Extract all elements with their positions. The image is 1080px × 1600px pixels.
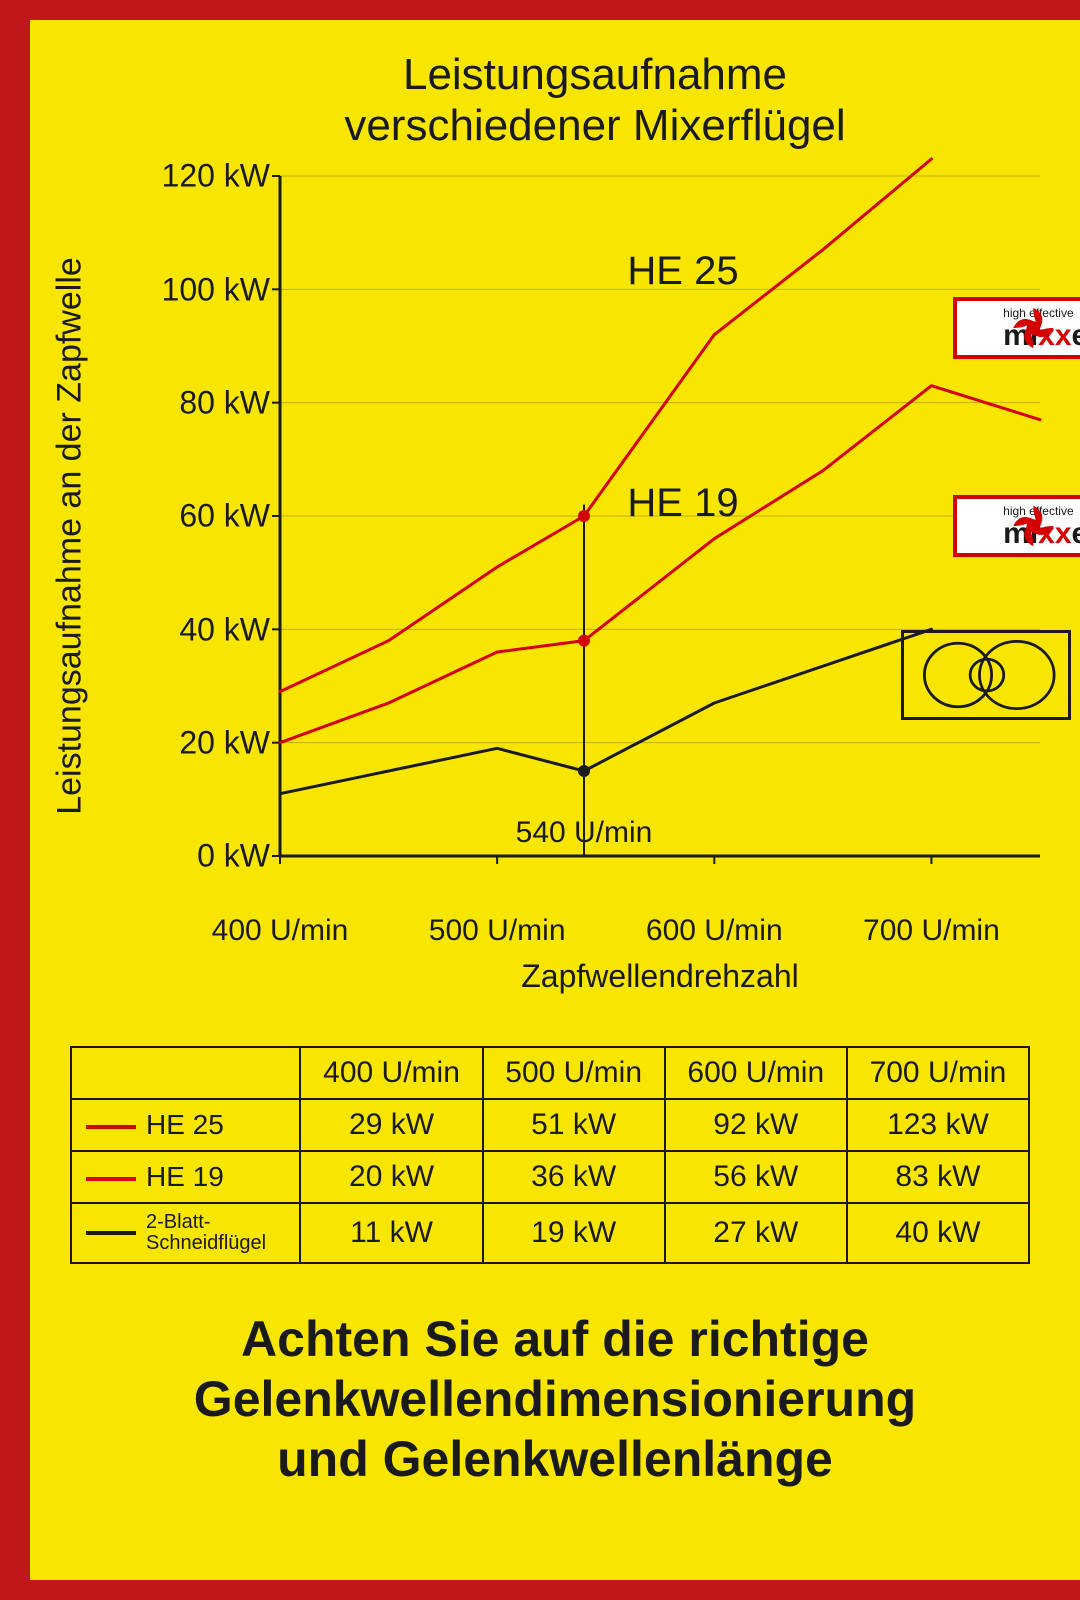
table-header-cell: 400 U/min xyxy=(300,1047,482,1099)
table-cell: 36 kW xyxy=(483,1151,665,1203)
table-header-cell xyxy=(71,1047,300,1099)
two-blade-icon xyxy=(901,630,1071,720)
y-tick-label: 0 kW xyxy=(140,838,270,875)
table-cell: 83 kW xyxy=(847,1151,1029,1203)
legend-label: HE 19 xyxy=(146,1161,224,1192)
table-header-row: 400 U/min500 U/min600 U/min700 U/min xyxy=(71,1047,1029,1099)
table-row: HE 19 20 kW36 kW56 kW83 kW xyxy=(71,1151,1029,1203)
table-cell: 40 kW xyxy=(847,1203,1029,1263)
plot-region: 540 U/minHE 25 high effective mixxer HE … xyxy=(280,176,1040,856)
table-cell: 27 kW xyxy=(665,1203,847,1263)
series-label-he-19: HE 19 xyxy=(627,481,738,526)
marker-540-label: 540 U/min xyxy=(516,816,653,850)
table-row: 2-Blatt-Schneidflügel 11 kW19 kW27 kW40 k… xyxy=(71,1203,1029,1263)
x-tick-label: 700 U/min xyxy=(863,914,1000,948)
legend-swatch xyxy=(86,1177,136,1181)
table-header-cell: 700 U/min xyxy=(847,1047,1029,1099)
table-cell: 29 kW xyxy=(300,1099,482,1151)
fan-icon xyxy=(967,513,995,541)
chart-title: Leistungsaufnahme verschiedener Mixerflü… xyxy=(30,50,1080,151)
power-table: 400 U/min500 U/min600 U/min700 U/minHE 2… xyxy=(70,1046,1030,1264)
footer-notice: Achten Sie auf die richtige Gelenkwellen… xyxy=(30,1309,1080,1489)
x-axis-label: Zapfwellendrehzahl xyxy=(521,958,799,995)
title-line-1: Leistungsaufnahme xyxy=(403,50,787,99)
footer-line-2: Gelenkwellendimensionierung xyxy=(194,1371,916,1427)
legend-swatch xyxy=(86,1125,136,1129)
brand-mixxer-logo: high effective mixxer xyxy=(953,297,1080,359)
table-cell: 11 kW xyxy=(300,1203,482,1263)
x-tick-label: 400 U/min xyxy=(212,914,349,948)
legend-label: 2-Blatt-Schneidflügel xyxy=(146,1212,266,1254)
table-header-cell: 500 U/min xyxy=(483,1047,665,1099)
table-header-cell: 600 U/min xyxy=(665,1047,847,1099)
fan-icon xyxy=(967,315,995,343)
y-axis-label: Leistungsaufnahme an der Zapfwelle xyxy=(51,257,90,815)
y-tick-label: 120 kW xyxy=(140,158,270,195)
chart-area: Leistungsaufnahme an der Zapfwelle 540 U… xyxy=(150,176,1050,896)
y-tick-label: 80 kW xyxy=(140,384,270,421)
table-row: HE 25 29 kW51 kW92 kW123 kW xyxy=(71,1099,1029,1151)
table-cell: 92 kW xyxy=(665,1099,847,1151)
x-tick-label: 600 U/min xyxy=(646,914,783,948)
table-cell: 20 kW xyxy=(300,1151,482,1203)
table-cell: 123 kW xyxy=(847,1099,1029,1151)
x-tick-label: 500 U/min xyxy=(429,914,566,948)
table-cell: 56 kW xyxy=(665,1151,847,1203)
series-label-he-25: HE 25 xyxy=(627,249,738,294)
legend-cell: HE 25 xyxy=(71,1099,300,1151)
y-tick-label: 60 kW xyxy=(140,498,270,535)
brand-mixxer-logo: high effective mixxer xyxy=(953,495,1080,557)
table-cell: 51 kW xyxy=(483,1099,665,1151)
legend-label: HE 25 xyxy=(146,1109,224,1140)
legend-swatch xyxy=(86,1231,136,1235)
footer-line-3: und Gelenkwellenlänge xyxy=(277,1431,833,1487)
y-tick-label: 40 kW xyxy=(140,611,270,648)
y-tick-label: 100 kW xyxy=(140,271,270,308)
title-line-2: verschiedener Mixerflügel xyxy=(344,101,845,150)
legend-cell: 2-Blatt-Schneidflügel xyxy=(71,1203,300,1263)
footer-line-1: Achten Sie auf die richtige xyxy=(241,1311,869,1367)
legend-cell: HE 19 xyxy=(71,1151,300,1203)
table-cell: 19 kW xyxy=(483,1203,665,1263)
y-tick-label: 20 kW xyxy=(140,724,270,761)
info-panel: Leistungsaufnahme verschiedener Mixerflü… xyxy=(30,20,1080,1580)
